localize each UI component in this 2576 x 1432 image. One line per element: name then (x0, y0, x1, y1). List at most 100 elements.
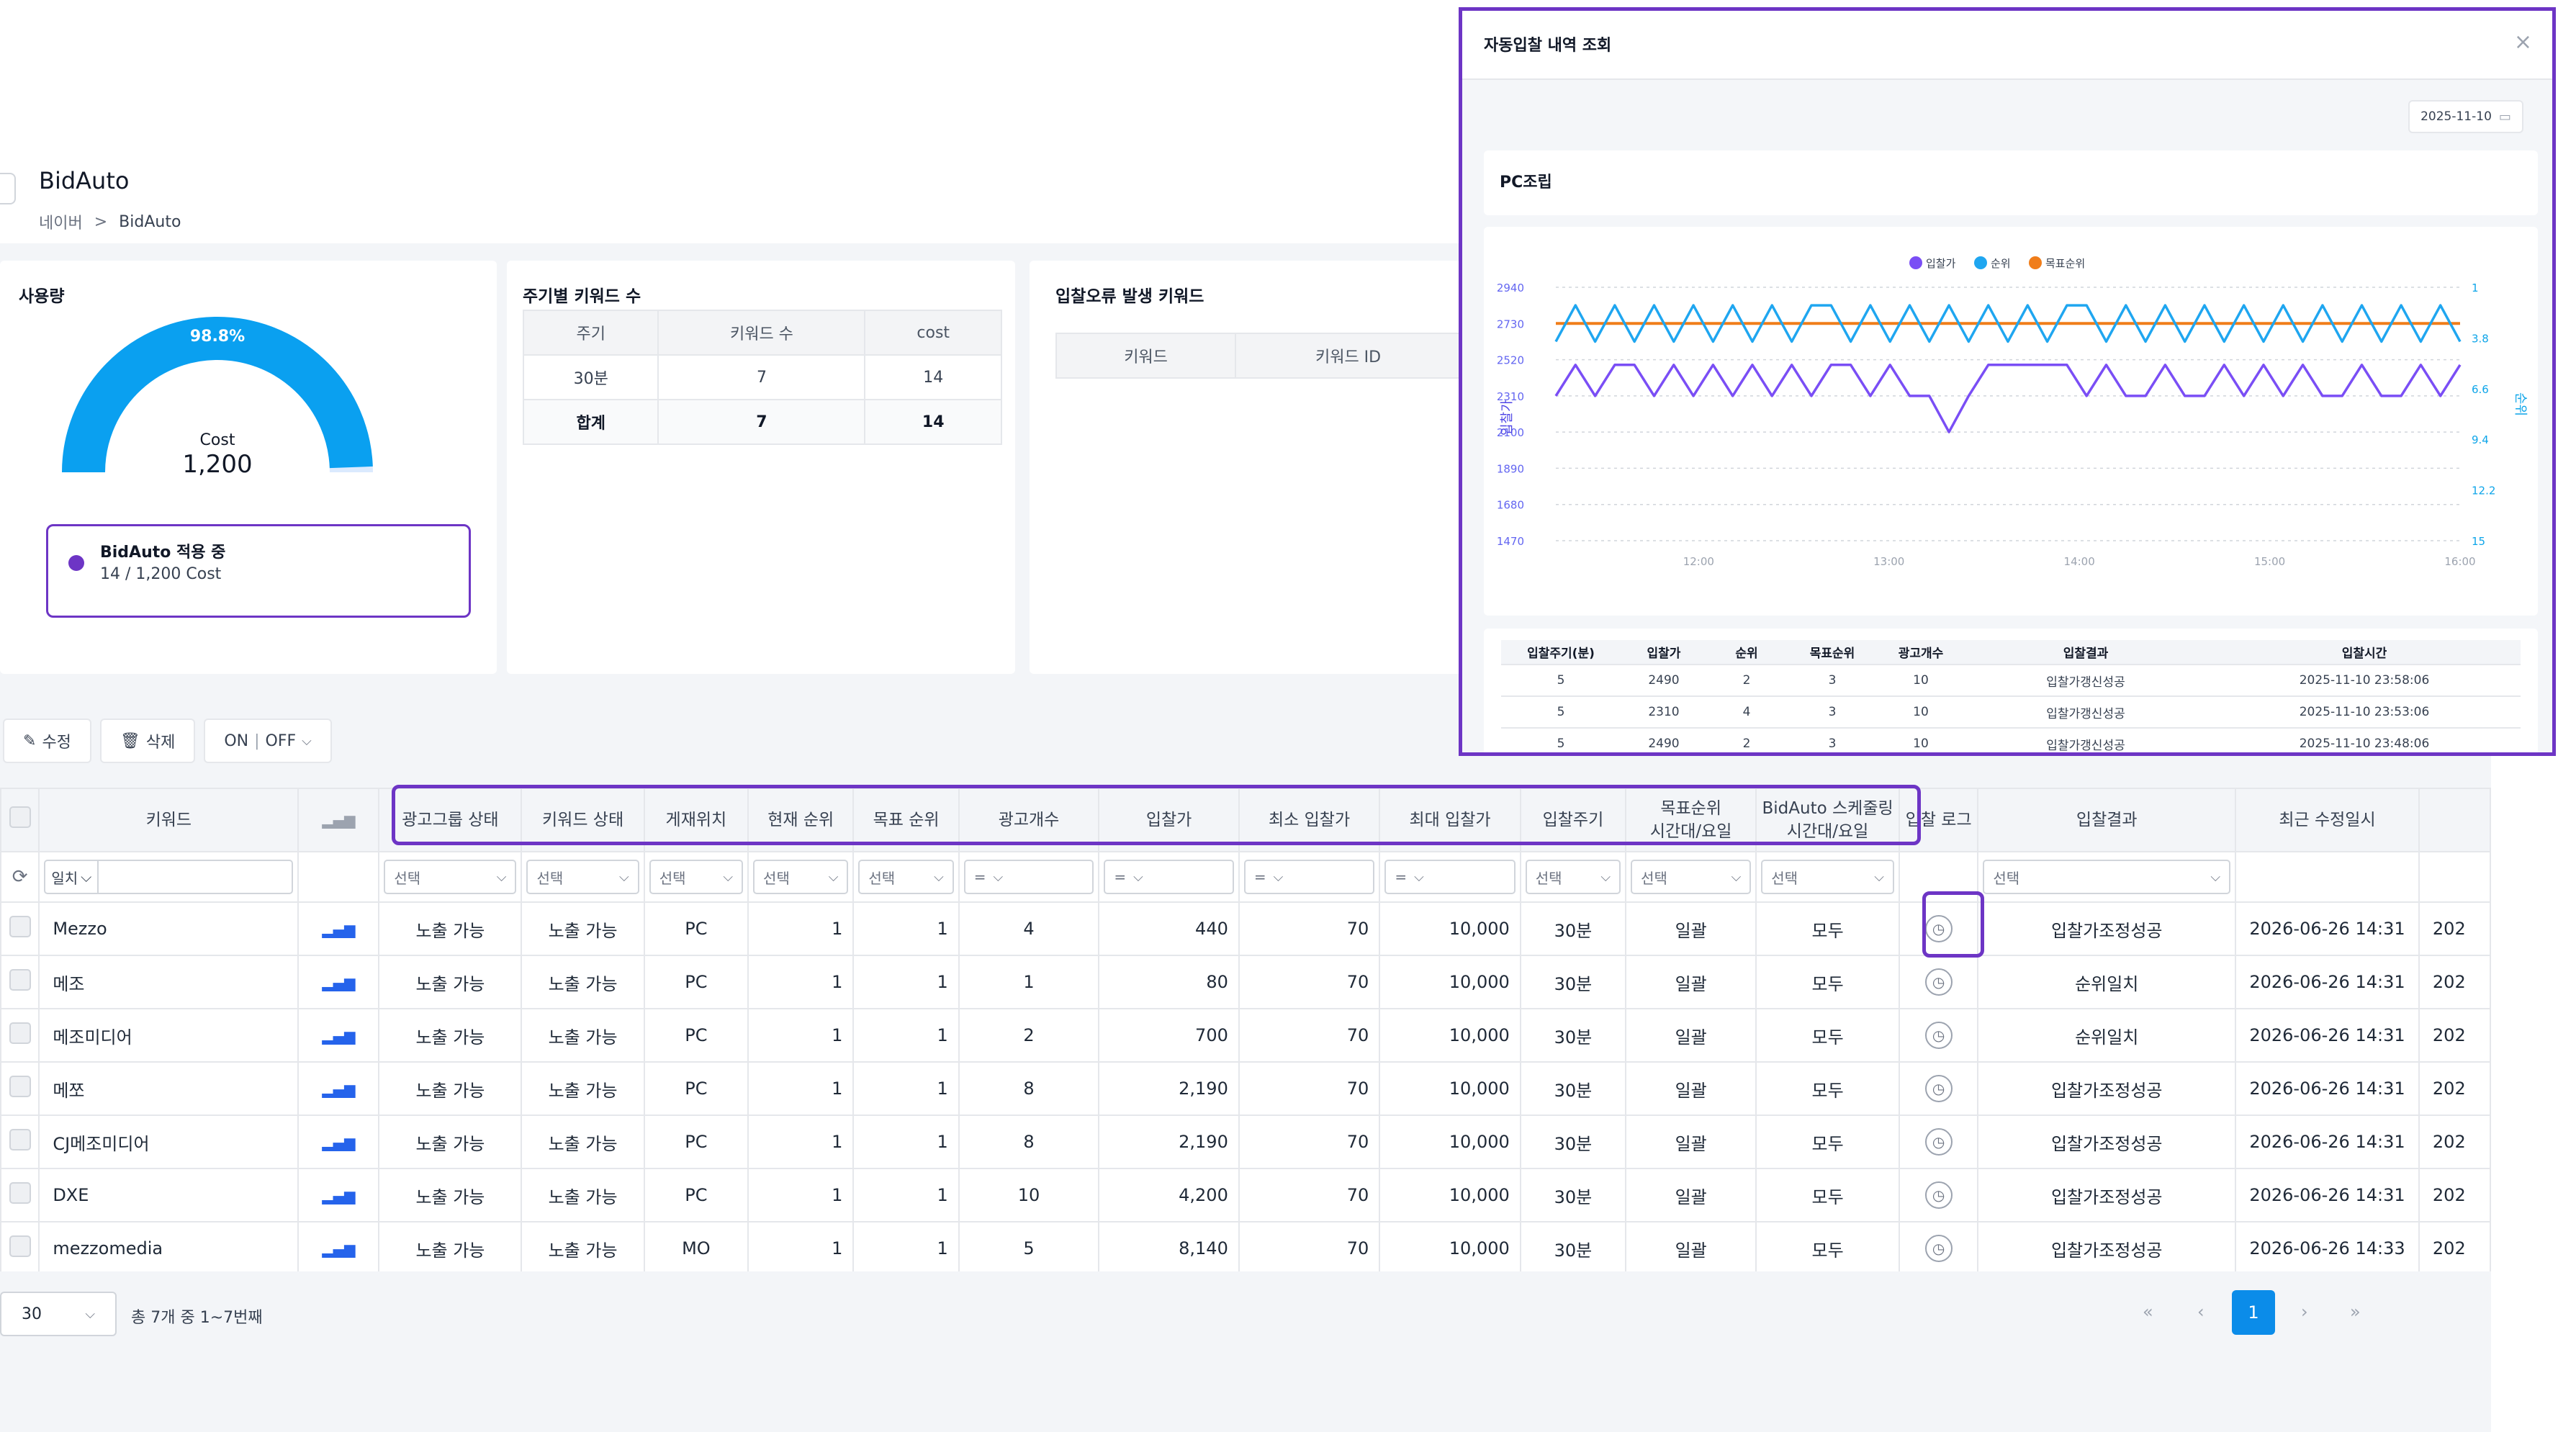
table-row[interactable]: Mezzo ▂▄▆ 노출 가능 노출 가능 PC 1 1 4 440 70 10,000 30분 일괄 모… (0, 901, 2491, 956)
close-icon[interactable]: × (2513, 30, 2532, 55)
match-select[interactable]: 일치 ⌵ (45, 861, 99, 893)
select-all-checkbox[interactable] (0, 788, 40, 852)
filter-label: 선택 (659, 869, 686, 887)
filter-max-bid[interactable]: = ⌵ (1379, 851, 1521, 903)
row-checkbox[interactable] (0, 1008, 40, 1063)
filter-keyword-status[interactable]: 선택 ⌵ (521, 851, 645, 903)
bid-log-button[interactable]: ◷ (1898, 1221, 1979, 1271)
row-chart-button[interactable]: ▂▄▆ (297, 955, 380, 1009)
history-cell: 5 (1501, 728, 1621, 752)
match-label: 일치 (51, 869, 78, 887)
table-row[interactable]: 메조미디어 ▂▄▆ 노출 가능 노출 가능 PC 1 1 2 700 70 10,000 30분 일괄 모… (0, 1008, 2491, 1063)
header-bidauto-schedule[interactable]: BidAuto 스케줄링 시간대/요일 (1755, 788, 1900, 852)
cell-group: 노출 가능 (378, 1221, 523, 1271)
modal-date-picker[interactable]: 2025-11-10 ▭ (2408, 100, 2523, 133)
cell-max: 10,000 (1379, 1008, 1521, 1063)
cell-status: 노출 가능 (521, 1061, 645, 1116)
cell-updated: 2026-06-26 14:31 (2235, 955, 2420, 1009)
table-row[interactable]: mezzomedia ▂▄▆ 노출 가능 노출 가능 MO 1 1 5 8,140 70 10,00… (0, 1221, 2491, 1271)
header-updated-at[interactable]: 최근 수정일시 (2235, 788, 2420, 852)
filter-label: 선택 (763, 869, 790, 887)
row-chart-button[interactable]: ▂▄▆ (297, 1114, 380, 1169)
page-button-current[interactable]: 1 (2232, 1290, 2275, 1335)
operator-label: = (1114, 868, 1127, 886)
table-row[interactable]: DXE ▂▄▆ 노출 가능 노출 가능 PC 1 1 10 4,200 70 10,000 30분 일괄… (0, 1168, 2491, 1222)
filter-bidauto-schedule[interactable]: 선택 ⌵ (1755, 851, 1900, 903)
highlight-bid-log-box (1922, 891, 1984, 958)
row-chart-button[interactable]: ▂▄▆ (297, 1008, 380, 1063)
header-chart[interactable]: ▂▄▆ (297, 788, 380, 852)
bid-log-button[interactable]: ◷ (1898, 1061, 1979, 1116)
table-row[interactable]: 메조 ▂▄▆ 노출 가능 노출 가능 PC 1 1 1 80 70 10,000 30분 일괄 모두 ◷ 순위… (0, 955, 2491, 1009)
page-size-select[interactable]: 30 ⌵ (0, 1292, 117, 1336)
table-row[interactable]: 메쪼 ▂▄▆ 노출 가능 노출 가능 PC 1 1 8 2,190 70 10,000 30분 일괄 모두… (0, 1061, 2491, 1116)
delete-button[interactable]: 🗑 삭제 (99, 719, 196, 763)
on-off-dropdown[interactable]: ON | OFF ⌵ (204, 719, 332, 763)
header-bid-log[interactable]: 입찰 로그 (1898, 788, 1979, 852)
filter-bid-cycle[interactable]: 선택 ⌵ (1519, 851, 1627, 903)
row-chart-button[interactable]: ▂▄▆ (297, 901, 380, 956)
history-cell: 2025-11-10 23:48:06 (2208, 728, 2521, 752)
filter-target-rank-schedule[interactable]: 선택 ⌵ (1625, 851, 1757, 903)
bid-log-button[interactable]: ◷ (1898, 901, 1979, 956)
y-axis-left-label: 입찰가 (1500, 400, 1515, 436)
filter-bid-result[interactable]: 선택 ⌵ (1977, 851, 2237, 903)
history-cell: 2490 (1621, 665, 1707, 697)
cell-group: 노출 가능 (378, 1114, 523, 1169)
row-checkbox[interactable] (0, 1168, 40, 1222)
y-left-tick: 1680 (1497, 499, 1524, 512)
cell-target: 1 (852, 901, 960, 956)
filter-label: 선택 (394, 869, 421, 887)
history-row: 5 2490 2 3 10 입찰가갱신성공 2025-11-10 23:48:06 (1501, 728, 2521, 752)
header-bid-result[interactable]: 입찰결과 (1977, 788, 2237, 852)
filter-ad-count[interactable]: = ⌵ (958, 851, 1100, 903)
row-checkbox[interactable] (0, 1061, 40, 1116)
breadcrumb-item-naver[interactable]: 네이버 (39, 215, 83, 233)
first-page-button[interactable]: « (2143, 1302, 2153, 1322)
row-checkbox[interactable] (0, 955, 40, 1009)
page-title: BidAuto (39, 167, 130, 194)
prev-page-button[interactable]: ‹ (2197, 1302, 2205, 1322)
back-button[interactable] (0, 173, 16, 204)
cell-updated: 2026-06-26 14:33 (2235, 1221, 2420, 1271)
history-header-cell: 목표순위 (1786, 640, 1878, 665)
filter-adgroup-status[interactable]: 선택 ⌵ (378, 851, 523, 903)
refresh-filter-button[interactable]: ⟳ (0, 851, 40, 903)
clock-icon: ◷ (1924, 1235, 1953, 1262)
row-checkbox[interactable] (0, 1221, 40, 1271)
cell-max: 10,000 (1379, 1168, 1521, 1222)
history-cell: 10 (1878, 665, 1963, 697)
cell-group: 노출 가능 (378, 1061, 523, 1116)
row-checkbox[interactable] (0, 1114, 40, 1169)
filter-current-rank[interactable]: 선택 ⌵ (747, 851, 855, 903)
bid-log-button[interactable]: ◷ (1898, 1168, 1979, 1222)
cell-keyword: CJ메조미디어 (38, 1114, 300, 1169)
cell-min: 70 (1238, 1008, 1381, 1063)
checkbox-icon (9, 1235, 31, 1257)
bid-log-button[interactable]: ◷ (1898, 1008, 1979, 1063)
row-checkbox[interactable] (0, 901, 40, 956)
edit-button[interactable]: ✎ 수정 (3, 719, 91, 763)
table-row[interactable]: CJ메조미디어 ▂▄▆ 노출 가능 노출 가능 PC 1 1 8 2,190 70 10,000 30… (0, 1114, 2491, 1169)
bid-log-button[interactable]: ◷ (1898, 955, 1979, 1009)
row-chart-button[interactable]: ▂▄▆ (297, 1168, 380, 1222)
keyword-filter[interactable]: 일치 ⌵ (38, 851, 300, 903)
header-keyword[interactable]: 키워드 (38, 788, 300, 852)
cell-sched: 모두 (1755, 1221, 1900, 1271)
filter-min-bid[interactable]: = ⌵ (1238, 851, 1381, 903)
row-chart-button[interactable]: ▂▄▆ (297, 1221, 380, 1271)
cell-group: 노출 가능 (378, 955, 523, 1009)
row-chart-button[interactable]: ▂▄▆ (297, 1061, 380, 1116)
filter-bid[interactable]: = ⌵ (1098, 851, 1240, 903)
cell-status: 노출 가능 (521, 1008, 645, 1063)
filter-target-rank[interactable]: 선택 ⌵ (852, 851, 960, 903)
cell-next: 202 (2418, 1221, 2491, 1271)
last-page-button[interactable]: » (2350, 1302, 2361, 1322)
cell-keyword: mezzomedia (38, 1221, 300, 1271)
bid-log-button[interactable]: ◷ (1898, 1114, 1979, 1169)
history-cell: 5 (1501, 665, 1621, 697)
modal-title: 자동입찰 내역 조회 (1484, 37, 1612, 55)
filter-position[interactable]: 선택 ⌵ (643, 851, 749, 903)
cell-ads: 8 (958, 1061, 1100, 1116)
next-page-button[interactable]: › (2301, 1302, 2308, 1322)
